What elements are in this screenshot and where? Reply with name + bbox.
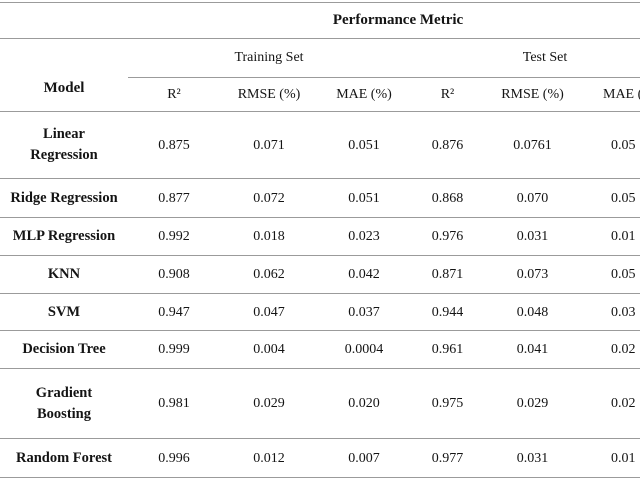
- cell-train-rmse: 0.029: [220, 368, 318, 439]
- cell-train-r2: 0.908: [128, 255, 220, 294]
- cell-train-r2: 0.999: [128, 330, 220, 369]
- model-name: Ridge Regression: [0, 178, 128, 218]
- cell-train-r2: 0.947: [128, 293, 220, 331]
- cell-test-mae: 0.01: [580, 217, 640, 256]
- cell-test-rmse: 0.029: [485, 368, 580, 439]
- cell-train-mae: 0.051: [318, 111, 410, 179]
- table-row-ridge-regression: Ridge Regression 0.877 0.072 0.051 0.868…: [0, 178, 640, 218]
- table-row-knn: KNN 0.908 0.062 0.042 0.871 0.073 0.05: [0, 255, 640, 294]
- metric-header-row: R² RMSE (%) MAE (%) R² RMSE (%) MAE (%): [0, 77, 640, 112]
- cell-test-r2: 0.977: [410, 438, 485, 478]
- table-row-random-forest: Random Forest 0.996 0.012 0.007 0.977 0.…: [0, 438, 640, 478]
- cell-train-rmse: 0.018: [220, 217, 318, 256]
- cell-test-mae: 0.01: [580, 438, 640, 478]
- model-column-header: Model: [0, 38, 128, 112]
- cell-train-r2: 0.875: [128, 111, 220, 179]
- test-set-header: Test Set: [410, 38, 640, 78]
- test-mae-header: MAE (%): [580, 77, 640, 112]
- cell-train-r2: 0.981: [128, 368, 220, 439]
- cell-test-rmse: 0.031: [485, 217, 580, 256]
- cell-test-r2: 0.975: [410, 368, 485, 439]
- cell-test-r2: 0.961: [410, 330, 485, 369]
- cell-train-r2: 0.877: [128, 178, 220, 218]
- cell-test-rmse: 0.031: [485, 438, 580, 478]
- test-r2-header: R²: [410, 77, 485, 112]
- train-mae-header: MAE (%): [318, 77, 410, 112]
- train-r2-header: R²: [128, 77, 220, 112]
- cell-test-rmse: 0.073: [485, 255, 580, 294]
- train-rmse-header: RMSE (%): [220, 77, 318, 112]
- model-name: Decision Tree: [0, 330, 128, 369]
- cell-test-r2: 0.876: [410, 111, 485, 179]
- cell-train-rmse: 0.072: [220, 178, 318, 218]
- table-row-svm: SVM 0.947 0.047 0.037 0.944 0.048 0.03: [0, 293, 640, 331]
- cell-test-rmse: 0.070: [485, 178, 580, 218]
- cell-train-rmse: 0.047: [220, 293, 318, 331]
- cell-test-mae: 0.05: [580, 178, 640, 218]
- cell-train-mae: 0.0004: [318, 330, 410, 369]
- title-row: Performance Metric: [0, 2, 640, 39]
- table-row-linear-regression: Linear Regression 0.875 0.071 0.051 0.87…: [0, 111, 640, 179]
- table-row-decision-tree: Decision Tree 0.999 0.004 0.0004 0.961 0…: [0, 330, 640, 369]
- table-title: Performance Metric: [128, 2, 640, 39]
- training-set-header: Training Set: [128, 38, 410, 78]
- model-name: Random Forest: [0, 438, 128, 478]
- model-name: Linear Regression: [0, 111, 128, 179]
- table-row-mlp-regression: MLP Regression 0.992 0.018 0.023 0.976 0…: [0, 217, 640, 256]
- cell-test-mae: 0.02: [580, 368, 640, 439]
- cell-test-mae: 0.02: [580, 330, 640, 369]
- cell-train-mae: 0.051: [318, 178, 410, 218]
- cell-train-rmse: 0.062: [220, 255, 318, 294]
- cell-test-rmse: 0.048: [485, 293, 580, 331]
- title-row-spacer: [0, 2, 128, 39]
- cell-train-rmse: 0.012: [220, 438, 318, 478]
- cell-train-mae: 0.042: [318, 255, 410, 294]
- model-name: SVM: [0, 293, 128, 331]
- cell-train-r2: 0.992: [128, 217, 220, 256]
- model-name: Gradient Boosting: [0, 368, 128, 439]
- cell-train-mae: 0.037: [318, 293, 410, 331]
- cell-test-r2: 0.868: [410, 178, 485, 218]
- cell-test-mae: 0.05: [580, 111, 640, 179]
- cell-test-r2: 0.976: [410, 217, 485, 256]
- cell-test-r2: 0.944: [410, 293, 485, 331]
- model-name: KNN: [0, 255, 128, 294]
- cell-train-rmse: 0.004: [220, 330, 318, 369]
- model-name: MLP Regression: [0, 217, 128, 256]
- cell-train-rmse: 0.071: [220, 111, 318, 179]
- cell-test-rmse: 0.0761: [485, 111, 580, 179]
- group-header-row: Model Training Set Test Set: [0, 38, 640, 112]
- cell-train-mae: 0.007: [318, 438, 410, 478]
- test-rmse-header: RMSE (%): [485, 77, 580, 112]
- cell-train-r2: 0.996: [128, 438, 220, 478]
- cell-train-mae: 0.023: [318, 217, 410, 256]
- cell-test-rmse: 0.041: [485, 330, 580, 369]
- cell-test-mae: 0.03: [580, 293, 640, 331]
- table-row-gradient-boosting: Gradient Boosting 0.981 0.029 0.020 0.97…: [0, 368, 640, 439]
- cell-test-mae: 0.05: [580, 255, 640, 294]
- cell-test-r2: 0.871: [410, 255, 485, 294]
- cell-train-mae: 0.020: [318, 368, 410, 439]
